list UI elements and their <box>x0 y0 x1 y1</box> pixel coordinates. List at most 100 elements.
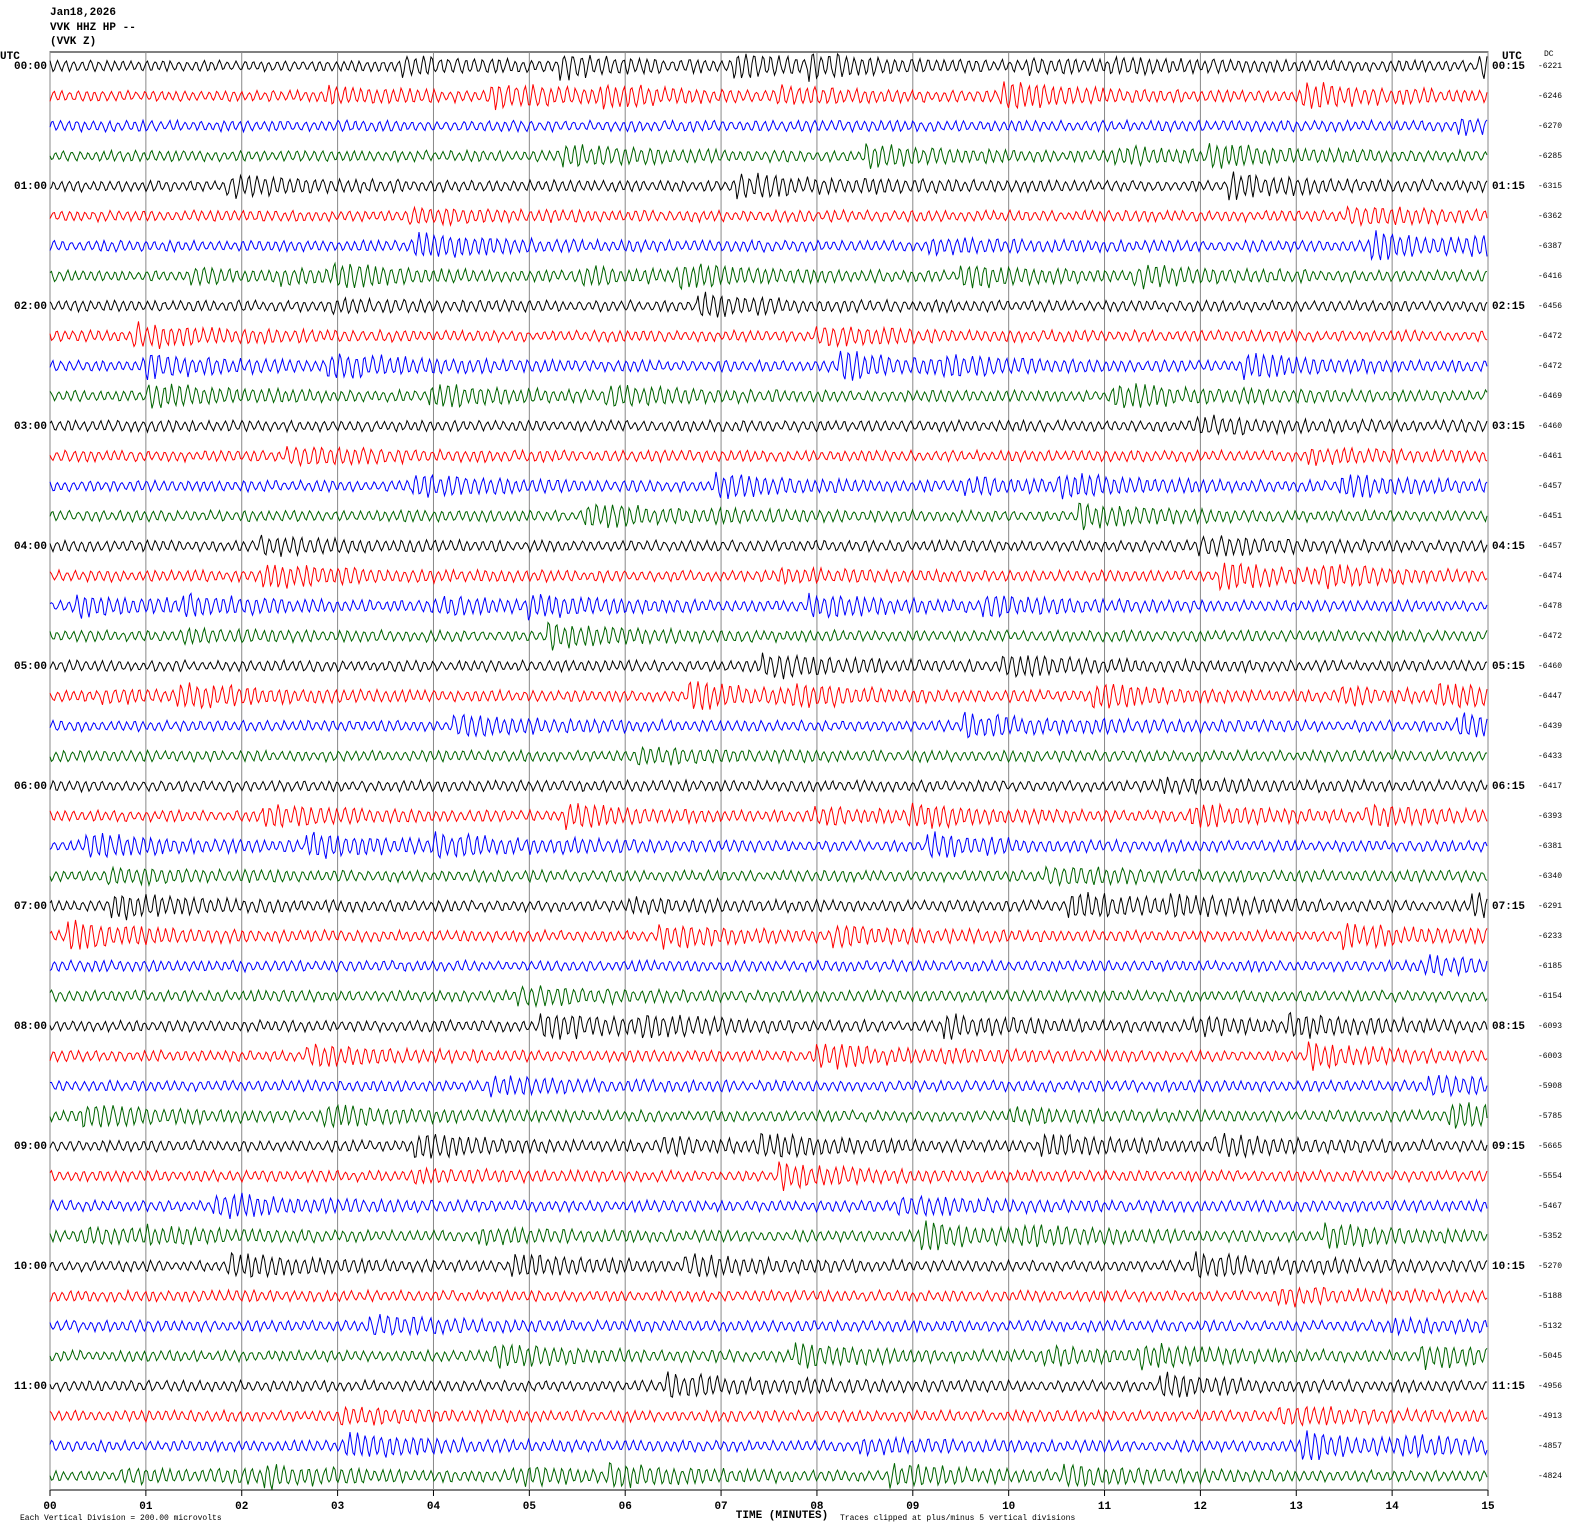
trace <box>49 534 1488 558</box>
dc-title: DC <box>1544 50 1554 59</box>
dc-label: -6246 <box>1538 92 1562 101</box>
dc-label: -6003 <box>1538 1052 1562 1061</box>
dc-label: -6478 <box>1538 602 1562 611</box>
trace <box>49 350 1488 381</box>
trace <box>49 919 1488 951</box>
x-tick-label: 13 <box>1290 1501 1304 1513</box>
right-time-label: 04:15 <box>1492 541 1525 553</box>
x-tick-label: 06 <box>619 1501 632 1513</box>
right-time-label: 02:15 <box>1492 301 1525 313</box>
left-axis-title: UTC <box>0 51 20 63</box>
right-time-label: 11:15 <box>1492 1381 1525 1393</box>
dc-label: -6460 <box>1538 422 1562 431</box>
trace <box>49 652 1488 680</box>
left-time-label: 00:00 <box>14 61 47 73</box>
dc-label: -6291 <box>1538 902 1562 911</box>
trace <box>49 502 1488 531</box>
left-time-label: 10:00 <box>14 1261 47 1273</box>
trace <box>49 802 1488 830</box>
dc-label: -6315 <box>1538 182 1562 191</box>
dc-label: -5908 <box>1538 1082 1562 1091</box>
trace <box>49 1371 1488 1398</box>
right-time-label: 03:15 <box>1492 421 1525 433</box>
dc-label: -6472 <box>1538 632 1562 641</box>
left-time-label: 01:00 <box>14 181 47 193</box>
x-tick-label: 00 <box>43 1501 56 1513</box>
trace <box>49 230 1488 262</box>
left-time-label: 09:00 <box>14 1141 47 1153</box>
trace <box>49 711 1488 739</box>
header-line: (VVK Z) <box>50 36 96 48</box>
left-time-label: 08:00 <box>14 1021 47 1033</box>
trace <box>49 681 1488 710</box>
trace <box>49 205 1488 228</box>
dc-label: -6185 <box>1538 962 1562 971</box>
left-time-label: 04:00 <box>14 541 47 553</box>
trace <box>49 1074 1488 1098</box>
dc-label: -6154 <box>1538 992 1562 1001</box>
trace <box>49 985 1488 1009</box>
dc-label: -6417 <box>1538 782 1562 791</box>
trace <box>49 1405 1488 1427</box>
x-tick-label: 02 <box>235 1501 248 1513</box>
trace <box>49 143 1488 169</box>
dc-label: -6461 <box>1538 452 1562 461</box>
left-time-label: 05:00 <box>14 661 47 673</box>
x-tick-label: 12 <box>1194 1501 1207 1513</box>
right-time-label: 09:15 <box>1492 1141 1525 1153</box>
dc-label: -4824 <box>1538 1472 1562 1481</box>
trace <box>49 81 1488 111</box>
trace <box>49 1220 1488 1251</box>
right-time-label: 05:15 <box>1492 661 1525 673</box>
trace <box>49 414 1488 436</box>
dc-label: -6472 <box>1538 332 1562 341</box>
x-tick-label: 10 <box>1002 1501 1015 1513</box>
dc-label: -6474 <box>1538 572 1562 581</box>
trace <box>49 954 1488 978</box>
trace <box>49 892 1488 921</box>
trace <box>49 1286 1488 1308</box>
left-time-label: 07:00 <box>14 901 47 913</box>
trace <box>49 171 1488 201</box>
dc-label: -5467 <box>1538 1202 1562 1211</box>
header-line: Jan18,2026 <box>50 7 116 19</box>
dc-label: -6393 <box>1538 812 1562 821</box>
dc-label: -6469 <box>1538 392 1562 401</box>
x-tick-label: 01 <box>139 1501 153 1513</box>
dc-label: -6362 <box>1538 212 1562 221</box>
dc-label: -5132 <box>1538 1322 1562 1331</box>
dc-label: -6460 <box>1538 662 1562 671</box>
trace <box>49 52 1488 82</box>
trace <box>49 383 1488 409</box>
right-time-label: 01:15 <box>1492 181 1525 193</box>
dc-label: -6472 <box>1538 362 1562 371</box>
trace <box>49 261 1488 291</box>
trace <box>49 1251 1488 1279</box>
clip-note: Traces clipped at plus/minus 5 vertical … <box>840 1514 1075 1523</box>
trace <box>49 592 1488 621</box>
dc-label: -5045 <box>1538 1352 1562 1361</box>
scale-note: Each Vertical Division = 200.00 microvol… <box>20 1514 222 1523</box>
x-tick-label: 04 <box>427 1501 441 1513</box>
x-tick-label: 15 <box>1481 1501 1495 1513</box>
x-tick-label: 07 <box>714 1501 727 1513</box>
dc-label: -6456 <box>1538 302 1562 311</box>
plot-frame <box>49 51 1489 1491</box>
dc-label: -6387 <box>1538 242 1562 251</box>
trace <box>49 865 1488 888</box>
right-time-label: 08:15 <box>1492 1021 1525 1033</box>
trace <box>49 321 1488 350</box>
x-tick-label: 11 <box>1098 1501 1112 1513</box>
left-time-label: 02:00 <box>14 301 47 313</box>
dc-label: -6340 <box>1538 872 1562 881</box>
x-tick-label: 03 <box>331 1501 345 1513</box>
right-time-label: 07:15 <box>1492 901 1525 913</box>
dc-label: -6233 <box>1538 932 1562 941</box>
trace <box>49 1161 1488 1191</box>
left-time-label: 03:00 <box>14 421 47 433</box>
dc-label: -4956 <box>1538 1382 1562 1391</box>
trace <box>49 1102 1488 1129</box>
trace <box>49 1342 1488 1371</box>
trace <box>49 1192 1488 1220</box>
